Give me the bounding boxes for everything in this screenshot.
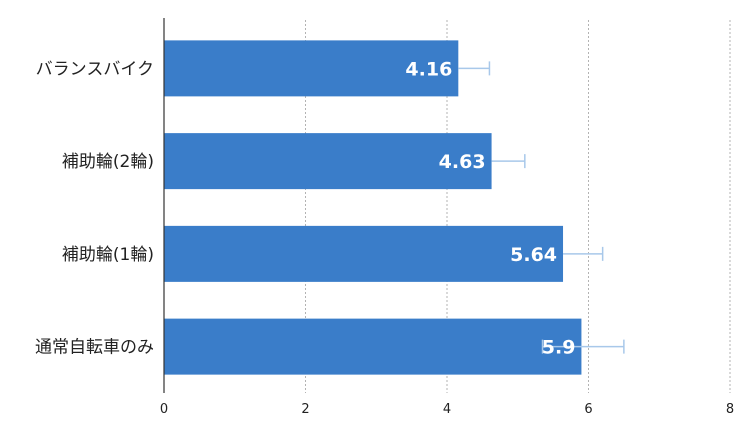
bar xyxy=(164,133,492,190)
data-label: 4.63 xyxy=(439,151,486,173)
data-label: 5.9 xyxy=(542,337,576,359)
x-tick-label: 8 xyxy=(726,402,734,417)
category-label: 補助輪(2輪) xyxy=(62,152,154,172)
data-label: 5.64 xyxy=(510,244,557,266)
bar xyxy=(164,318,582,375)
x-tick-label: 2 xyxy=(301,402,309,417)
category-label: バランスバイク xyxy=(36,59,154,79)
x-tick-label: 6 xyxy=(584,402,592,417)
category-label: 通常自転車のみ xyxy=(35,338,154,358)
x-tick-label: 0 xyxy=(160,402,168,417)
data-label: 4.16 xyxy=(405,58,452,80)
bar xyxy=(164,225,564,282)
x-tick-label: 4 xyxy=(443,402,451,417)
category-label: 補助輪(1輪) xyxy=(62,245,154,265)
bar xyxy=(164,40,459,97)
